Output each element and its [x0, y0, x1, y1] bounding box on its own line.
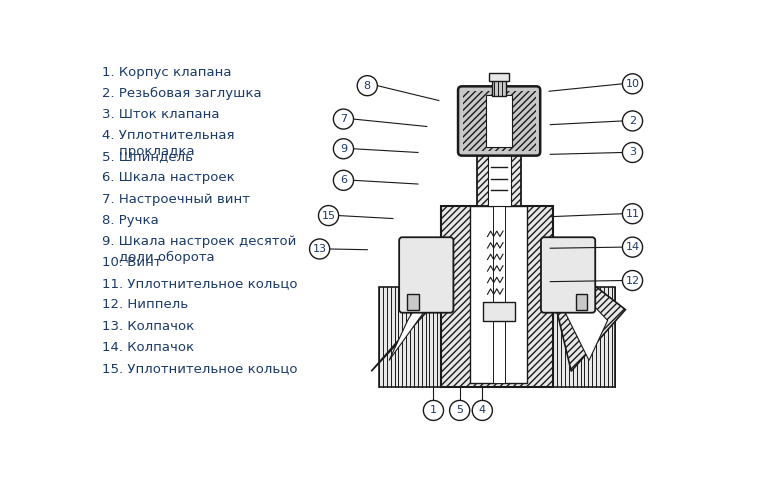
Bar	[493, 202, 505, 383]
Bar	[483, 302, 515, 321]
Bar	[486, 95, 512, 147]
Bar	[463, 91, 535, 151]
Text: 13. Колпачок: 13. Колпачок	[102, 320, 195, 333]
Text: 4: 4	[479, 405, 486, 415]
Text: 6: 6	[340, 175, 347, 185]
Text: 1: 1	[430, 405, 437, 415]
Polygon shape	[554, 254, 625, 371]
Bar	[407, 294, 418, 309]
FancyBboxPatch shape	[541, 237, 595, 313]
Bar	[478, 152, 521, 206]
Bar	[554, 286, 615, 387]
Circle shape	[622, 111, 643, 131]
Text: 3. Шток клапана: 3. Шток клапана	[102, 108, 220, 121]
Text: 7: 7	[340, 114, 347, 124]
Bar	[441, 206, 554, 387]
Text: 15: 15	[321, 211, 335, 221]
Circle shape	[622, 270, 643, 291]
Polygon shape	[553, 263, 608, 361]
Text: 1. Корпус клапана: 1. Корпус клапана	[102, 66, 231, 79]
Text: 8. Ручка: 8. Ручка	[102, 214, 159, 227]
Text: 7. Настроечный винт: 7. Настроечный винт	[102, 193, 250, 206]
Circle shape	[358, 76, 378, 96]
Text: 6. Шкала настроек: 6. Шкала настроек	[102, 172, 235, 185]
FancyBboxPatch shape	[399, 237, 454, 313]
Circle shape	[622, 143, 643, 162]
Bar	[441, 206, 554, 387]
Circle shape	[472, 401, 492, 420]
Polygon shape	[389, 263, 441, 361]
Circle shape	[310, 239, 330, 259]
Bar	[478, 152, 521, 206]
Text: 12. Ниппель: 12. Ниппель	[102, 298, 188, 311]
Bar	[379, 286, 441, 387]
Bar	[488, 152, 511, 206]
Text: 11. Уплотнительное кольцо: 11. Уплотнительное кольцо	[102, 277, 298, 290]
Text: 14: 14	[625, 242, 640, 252]
Text: 3: 3	[629, 147, 636, 158]
Text: 15. Уплотнительное кольцо: 15. Уплотнительное кольцо	[102, 362, 298, 375]
FancyBboxPatch shape	[489, 73, 509, 81]
Circle shape	[622, 74, 643, 94]
Text: 14. Колпачок: 14. Колпачок	[102, 341, 195, 354]
Text: 9: 9	[340, 144, 347, 154]
Text: 4. Уплотнительная
    прокладка: 4. Уплотнительная прокладка	[102, 129, 235, 158]
Circle shape	[334, 170, 354, 190]
Circle shape	[424, 401, 444, 420]
Text: 5. Шпиндель: 5. Шпиндель	[102, 150, 193, 163]
Text: 9. Шкала настроек десятой
    доли оборота: 9. Шкала настроек десятой доли оборота	[102, 235, 297, 264]
Text: 5: 5	[456, 405, 463, 415]
Circle shape	[334, 139, 354, 159]
Polygon shape	[371, 254, 441, 371]
Bar	[492, 80, 506, 96]
Text: 10. Винт: 10. Винт	[102, 256, 161, 269]
Circle shape	[450, 401, 470, 420]
Circle shape	[622, 204, 643, 224]
Text: 12: 12	[625, 276, 640, 285]
Bar	[471, 206, 527, 383]
Text: 10: 10	[625, 79, 640, 89]
Bar	[576, 294, 588, 309]
FancyBboxPatch shape	[458, 86, 540, 156]
Text: 13: 13	[313, 244, 327, 254]
Text: 2: 2	[629, 116, 636, 126]
Circle shape	[334, 109, 354, 129]
Text: 2. Резьбовая заглушка: 2. Резьбовая заглушка	[102, 87, 262, 100]
Circle shape	[318, 205, 338, 226]
Text: 8: 8	[364, 80, 371, 91]
Text: 11: 11	[625, 209, 640, 219]
Circle shape	[622, 237, 643, 257]
